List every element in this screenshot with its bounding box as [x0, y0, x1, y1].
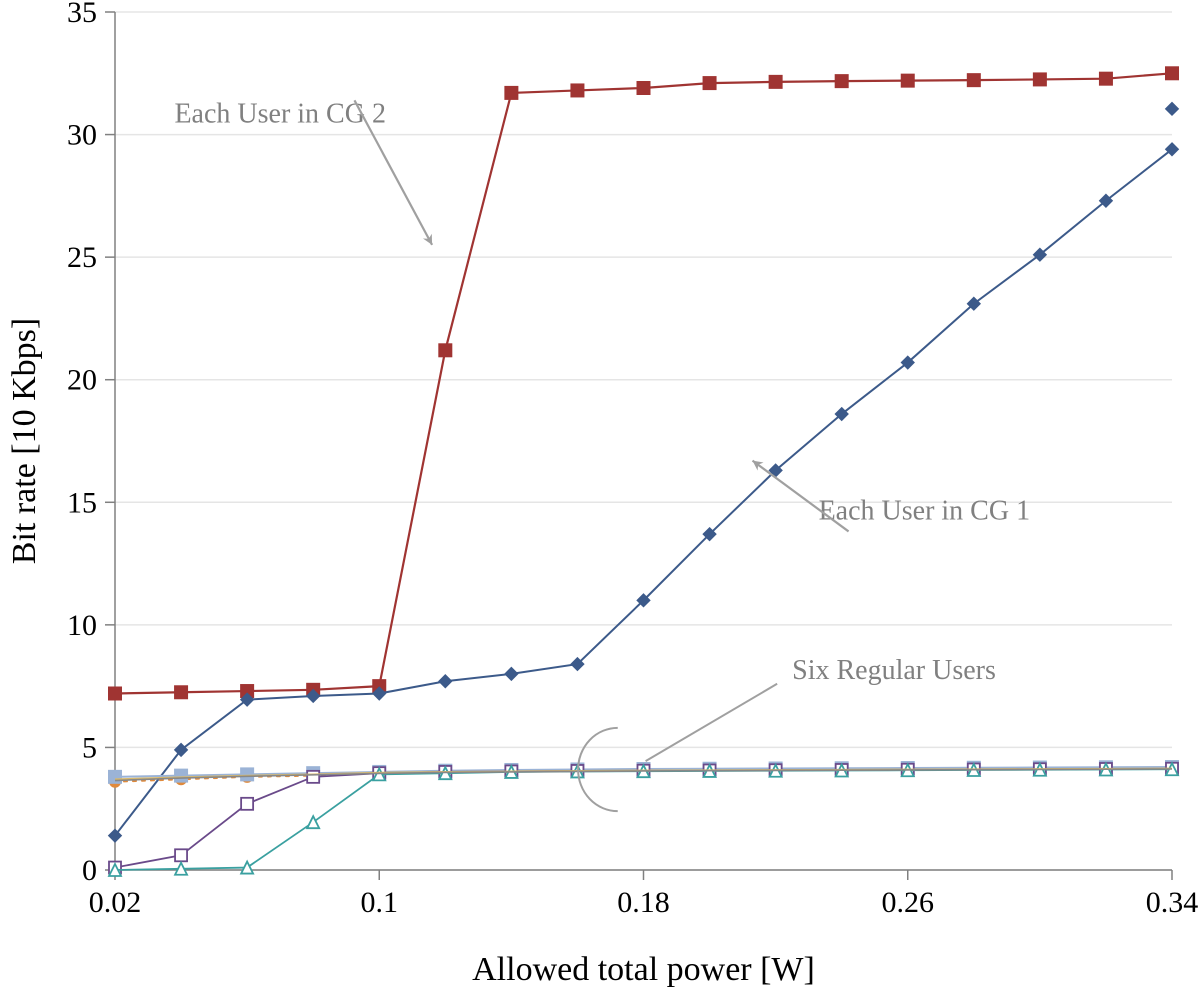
y-axis-label: Bit rate [10 Kbps] [6, 318, 43, 564]
y-tick-label: 30 [67, 119, 97, 152]
y-tick-label: 0 [82, 854, 97, 887]
y-tick-label: 15 [67, 486, 97, 519]
x-tick-label: 0.02 [89, 886, 142, 919]
x-tick-label: 0.1 [361, 886, 399, 919]
y-tick-label: 35 [67, 0, 97, 29]
chart-container: 0.02 0.1 0.18 0.26 0.34 0 5 10 15 20 25 30 35 Allowed… [0, 0, 1200, 1005]
annotation-cg2-label: Each User in CG 2 [174, 98, 386, 129]
x-axis-label: Allowed total power [W] [472, 951, 815, 988]
y-tick-label: 25 [67, 241, 97, 274]
y-tick-label: 5 [82, 731, 97, 764]
y-tick-label: 20 [67, 364, 97, 397]
x-tick-label: 0.34 [1146, 886, 1199, 919]
line-chart: 0.02 0.1 0.18 0.26 0.34 0 5 10 15 20 25 30 35 Allowed… [0, 0, 1200, 1005]
annotation-regular-label: Six Regular Users [792, 655, 996, 686]
y-tick-label: 10 [67, 609, 97, 642]
x-tick-label: 0.26 [882, 886, 935, 919]
annotation-cg1-label: Each User in CG 1 [819, 495, 1031, 526]
x-tick-label: 0.18 [617, 886, 670, 919]
